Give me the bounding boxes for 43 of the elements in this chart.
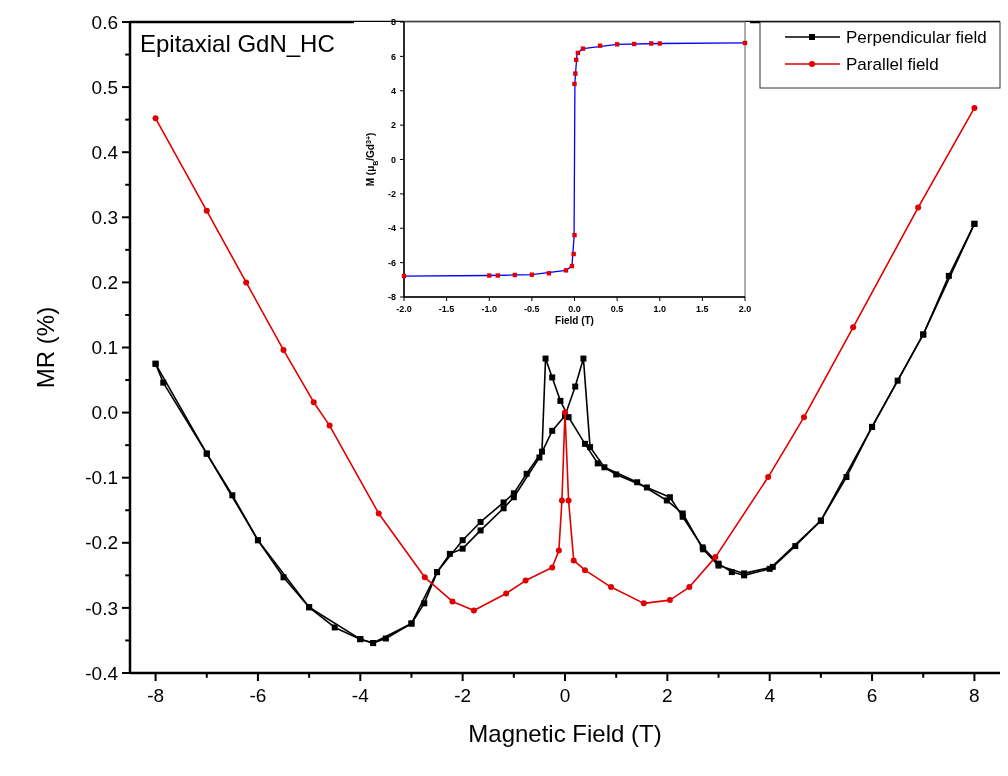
- y-tick-label: 0.2: [91, 272, 118, 294]
- y-tick-label: 0.0: [91, 402, 118, 424]
- x-tick-label: 1.5: [696, 304, 709, 314]
- y-tick-label: -0.1: [85, 467, 118, 489]
- y-tick-label: -0.4: [85, 662, 119, 684]
- y-tick-label: 0.4: [91, 141, 119, 163]
- x-tick-label: -8: [147, 685, 165, 706]
- x-tick-label: 0.0: [568, 304, 581, 314]
- x-tick-label: -2.0: [396, 304, 412, 314]
- x-tick-label: 2: [662, 685, 673, 706]
- y-tick-label: 0.6: [91, 11, 118, 33]
- x-tick-label: 1.0: [653, 304, 667, 314]
- annotation: Epitaxial GdN_HC: [140, 30, 335, 57]
- x-tick-label: -4: [351, 685, 370, 706]
- y-tick-label: -2: [387, 189, 396, 200]
- legend-label: Perpendicular field: [846, 28, 987, 47]
- x-tick-label: -1.0: [481, 304, 498, 314]
- y-tick-label: 0.3: [91, 206, 118, 228]
- x-tick-label: 6: [866, 685, 878, 706]
- x-tick-label: -1.5: [438, 304, 455, 314]
- x-tick-label: -2: [454, 685, 472, 706]
- x-tick-label: 0.5: [610, 304, 624, 314]
- y-tick-label: 2: [390, 120, 396, 131]
- x-tick-label: 2.0: [738, 304, 752, 314]
- x-axis-title: Field (T): [555, 315, 594, 326]
- y-tick-label: 0.5: [91, 76, 118, 98]
- y-tick-label: 0: [390, 154, 396, 165]
- x-tick-label: 4: [764, 685, 776, 706]
- x-tick-label: -0.5: [524, 304, 540, 314]
- y-tick-label: 4: [390, 85, 396, 96]
- y-tick-label: -6: [387, 257, 396, 268]
- y-tick-label: -0.2: [85, 532, 118, 554]
- x-tick-label: 8: [969, 685, 980, 706]
- legend-label: Parallel field: [846, 55, 939, 74]
- y-tick-label: 6: [390, 51, 396, 62]
- x-tick-label: 0: [559, 685, 571, 706]
- y-tick-label: -4: [387, 223, 396, 234]
- x-axis-title: Magnetic Field (T): [468, 720, 662, 747]
- y-axis-title: MR (%): [32, 306, 60, 389]
- y-tick-label: 0.1: [91, 337, 118, 359]
- x-tick-label: -6: [249, 685, 267, 706]
- y-tick-label: -8: [387, 292, 396, 303]
- y-tick-label: -0.3: [85, 597, 118, 619]
